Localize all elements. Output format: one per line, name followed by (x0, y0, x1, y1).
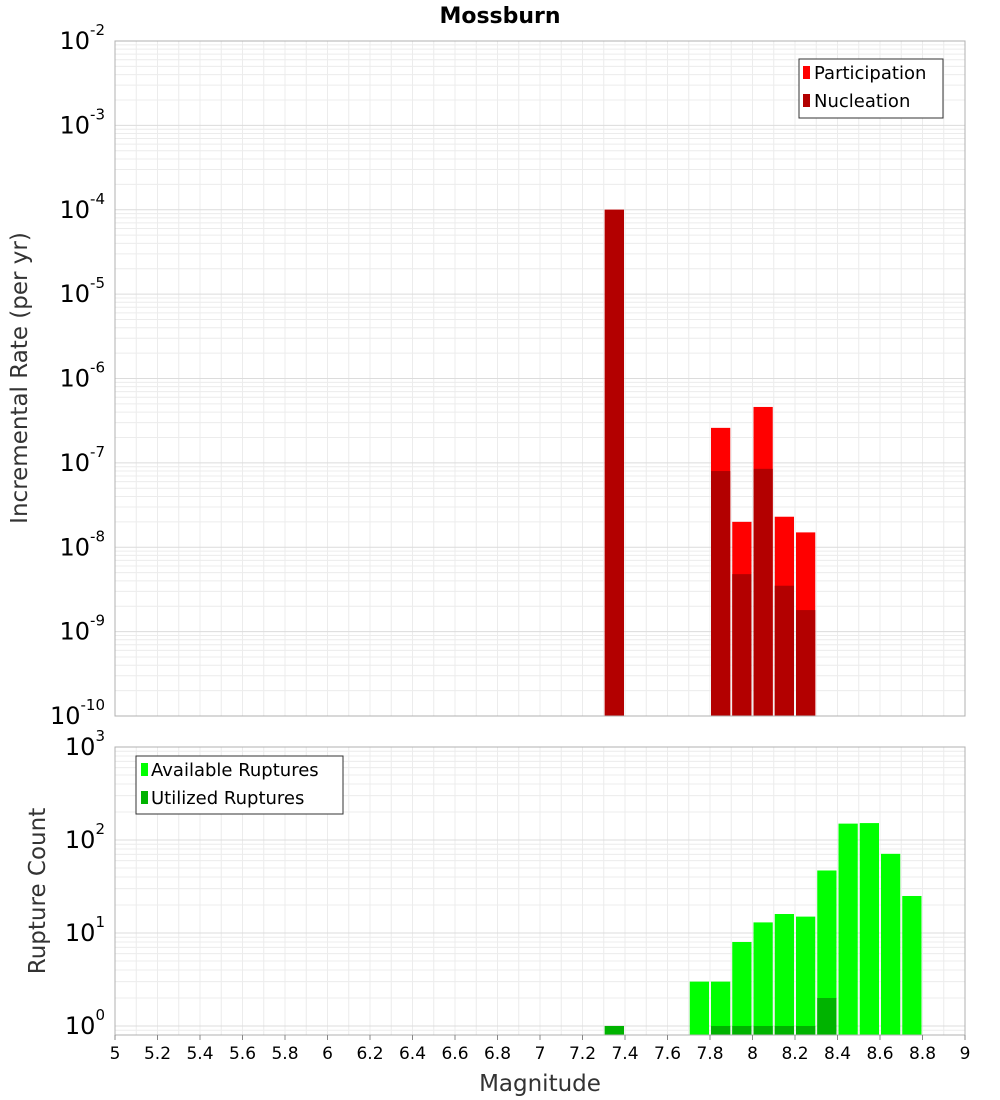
legend-swatch-participation (803, 66, 810, 79)
x-tick-label: 7.6 (654, 1044, 681, 1064)
y-tick-label: 10-7 (59, 443, 105, 477)
y-tick-label: 103 (65, 727, 105, 761)
x-axis-title: Magnitude (479, 1071, 601, 1097)
top-bars (604, 209, 816, 716)
top-panel: 10-10 10-9 10-8 10-7 10-6 10-5 10-4 10-3 10-2 In… (7, 21, 966, 730)
bottom-bar-available-ruptures (902, 895, 922, 1035)
y-tick-label: 10-6 (59, 359, 105, 393)
top-plot-frame (114, 40, 966, 717)
bottom-bar-available-ruptures (774, 914, 794, 1035)
top-y-axis-ticks: 10-10 10-9 10-8 10-7 10-6 10-5 10-4 10-3 10-2 (50, 21, 105, 730)
x-tick-label: 6.4 (399, 1044, 426, 1064)
x-tick-label: 8.6 (866, 1044, 893, 1064)
x-axis-ticks: 5 5.2 5.4 5.6 5.8 6 6.2 6.4 6.6 6.8 7 7.2 7.4 7.6 7.8 8… (110, 1035, 971, 1064)
bottom-bar-utilized-ruptures (774, 1025, 794, 1035)
top-y-axis-title: Incremental Rate (per yr) (7, 232, 33, 524)
bottom-legend: Available Ruptures Utilized Ruptures (135, 755, 344, 815)
x-tick-label: 7.4 (611, 1044, 638, 1064)
x-tick-label: 9 (960, 1044, 971, 1064)
x-tick-label: 8.2 (781, 1044, 808, 1064)
x-tick-label: 5.6 (229, 1044, 256, 1064)
bottom-bar-available-ruptures (753, 922, 773, 1035)
bottom-panel: 100 101 102 103 Rupture Count Available Rup… (25, 727, 970, 1097)
bottom-bar-utilized-ruptures (817, 997, 837, 1035)
x-tick-label: 7.8 (696, 1044, 723, 1064)
bottom-bar-utilized-ruptures (711, 1025, 731, 1035)
y-tick-label: 10-5 (59, 274, 105, 308)
bottom-bar-utilized-ruptures (604, 1025, 624, 1035)
legend-label-available: Available Ruptures (151, 760, 319, 781)
legend-swatch-nucleation (803, 94, 810, 107)
x-tick-label: 6.2 (356, 1044, 383, 1064)
x-tick-label: 5.2 (144, 1044, 171, 1064)
legend-swatch-available (141, 763, 148, 776)
y-tick-label: 10-8 (59, 527, 105, 561)
bottom-bar-available-ruptures (732, 942, 752, 1035)
bottom-y-axis-title: Rupture Count (25, 808, 51, 974)
top-bar-nucleation (732, 574, 752, 716)
x-tick-label: 6.8 (484, 1044, 511, 1064)
x-tick-label: 8.8 (909, 1044, 936, 1064)
bottom-bar-available-ruptures (689, 981, 709, 1035)
bottom-y-axis-ticks: 100 101 102 103 (65, 727, 105, 1040)
y-tick-label: 10-9 (59, 612, 105, 646)
legend-label-participation: Participation (814, 63, 926, 84)
chart-title: Mossburn (439, 4, 560, 29)
x-tick-label: 7 (535, 1044, 546, 1064)
top-legend-box (798, 58, 944, 119)
y-tick-label: 10-3 (59, 105, 105, 139)
x-tick-label: 6 (322, 1044, 333, 1064)
bottom-legend-box (135, 755, 344, 815)
top-bar-nucleation (774, 585, 794, 716)
y-tick-label: 100 (65, 1006, 105, 1040)
x-tick-label: 8 (747, 1044, 758, 1064)
top-bar-nucleation (796, 610, 816, 716)
y-tick-label: 10-10 (50, 696, 105, 730)
x-tick-label: 5 (110, 1044, 121, 1064)
top-legend: Participation Nucleation (798, 58, 944, 119)
top-bar-nucleation (711, 471, 731, 716)
top-bar-nucleation (753, 468, 773, 716)
x-tick-label: 8.4 (824, 1044, 851, 1064)
bottom-bar-available-ruptures (817, 870, 837, 1035)
legend-label-nucleation: Nucleation (814, 91, 910, 112)
y-tick-label: 102 (65, 820, 105, 854)
x-tick-label: 6.6 (441, 1044, 468, 1064)
y-tick-label: 10-2 (59, 21, 105, 55)
bottom-bar-utilized-ruptures (732, 1025, 752, 1035)
top-bar-nucleation (604, 209, 624, 716)
bottom-bar-available-ruptures (859, 823, 879, 1035)
bottom-bar-available-ruptures (838, 823, 858, 1035)
y-tick-label: 10-4 (59, 190, 105, 224)
bottom-bar-utilized-ruptures (796, 1025, 816, 1035)
bottom-bar-utilized-ruptures (753, 1025, 773, 1035)
x-tick-label: 5.8 (271, 1044, 298, 1064)
legend-swatch-utilized (141, 791, 148, 804)
legend-label-utilized: Utilized Ruptures (151, 788, 304, 809)
bottom-bar-available-ruptures (796, 916, 816, 1035)
bottom-bar-available-ruptures (711, 981, 731, 1035)
bottom-bars (604, 823, 922, 1035)
top-grid (114, 41, 966, 717)
x-tick-label: 7.2 (569, 1044, 596, 1064)
y-tick-label: 101 (65, 913, 105, 947)
x-tick-label: 5.4 (186, 1044, 213, 1064)
bottom-bar-available-ruptures (881, 853, 901, 1035)
